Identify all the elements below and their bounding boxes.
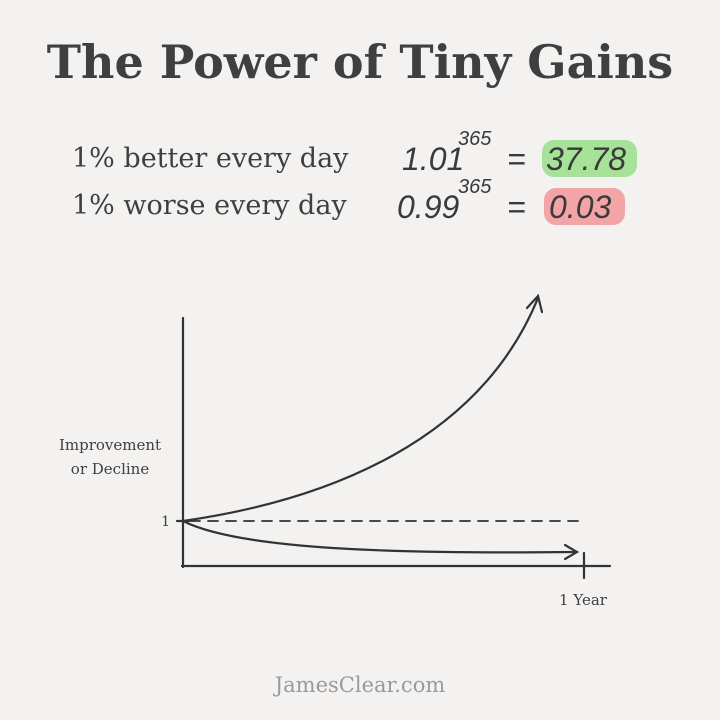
y-marker-label: 1 xyxy=(161,514,170,530)
formula-label: 1% better every day xyxy=(72,143,349,174)
x-marker-label: 1 Year xyxy=(559,591,608,609)
formula-base: 1.01 xyxy=(402,141,464,177)
result-highlight-red xyxy=(544,188,625,225)
formula-equals: = xyxy=(507,141,526,177)
y-axis-label: Improvement xyxy=(59,436,161,454)
y-axis-label: or Decline xyxy=(71,460,150,478)
graph xyxy=(175,293,612,580)
formula-result: 0.03 xyxy=(549,189,611,225)
formula-base: 0.99 xyxy=(397,189,459,225)
decline-arrowhead xyxy=(563,543,580,561)
formula-exponent: 365 xyxy=(458,176,492,198)
footer-source: JamesClear.com xyxy=(273,673,446,697)
growth-curve xyxy=(181,296,540,523)
formula-result: 37.78 xyxy=(546,141,626,177)
formula-equals: = xyxy=(507,189,526,225)
result-highlight-green xyxy=(542,140,637,177)
formula-exponent: 365 xyxy=(458,128,492,150)
decline-curve xyxy=(181,519,578,554)
title: The Power of Tiny Gains xyxy=(47,35,673,89)
formula-label: 1% worse every day xyxy=(72,190,347,221)
growth-arrowhead xyxy=(525,293,544,314)
